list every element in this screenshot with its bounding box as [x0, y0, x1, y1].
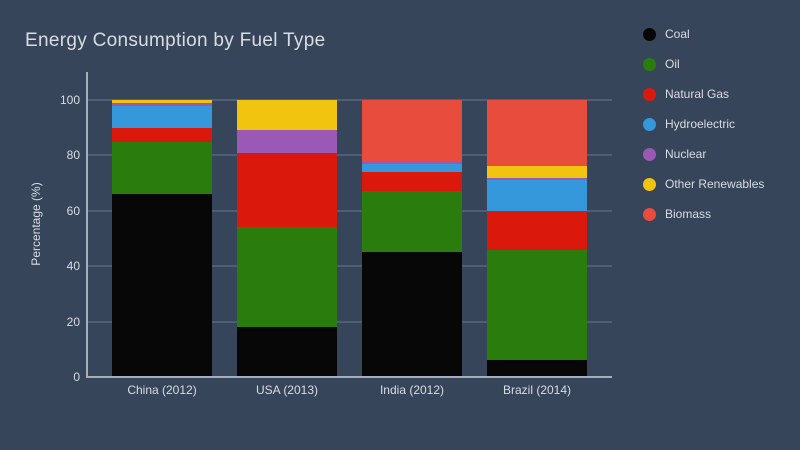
legend-item-other-renewables[interactable]: Other Renewables: [643, 169, 764, 199]
legend-marker-icon: [643, 117, 656, 131]
y-tick-label: 60: [66, 203, 80, 218]
y-tick-label: 100: [59, 93, 80, 107]
legend-item-natural-gas[interactable]: Natural Gas: [643, 79, 764, 109]
y-tick-label: 80: [66, 148, 80, 163]
legend-marker-icon: [643, 87, 656, 101]
y-axis-label: Percentage (%): [29, 182, 43, 266]
bar-segment-hydroelectric[interactable]: [112, 105, 212, 128]
y-tick-label: 0: [73, 370, 80, 384]
bar-segment-coal[interactable]: [237, 327, 337, 377]
x-axis-line: [86, 376, 612, 378]
bar-segment-other-renewables[interactable]: [112, 100, 212, 103]
legend-label: Hydroelectric: [665, 117, 736, 131]
bar-segment-nuclear[interactable]: [487, 177, 587, 181]
bar-segment-natural-gas[interactable]: [362, 172, 462, 192]
bar-segment-other-renewables[interactable]: [487, 166, 587, 178]
legend-item-oil[interactable]: Oil: [643, 49, 764, 79]
bar-segment-coal[interactable]: [112, 194, 212, 377]
y-tick-label: 40: [66, 259, 80, 274]
x-axis-label: USA (2013): [255, 383, 319, 397]
bar-segment-natural-gas[interactable]: [237, 152, 337, 228]
gridline: [87, 154, 612, 157]
legend-label: Coal: [665, 27, 690, 41]
bar-segment-biomass[interactable]: [362, 100, 462, 161]
legend-marker-icon: [643, 27, 656, 41]
legend: Coal Oil Natural Gas Hydroelectric Nuclear Ot…: [643, 19, 764, 229]
legend-marker-icon: [643, 177, 656, 191]
legend-marker-icon: [643, 57, 656, 71]
gridline: [87, 320, 612, 323]
gridline: [87, 99, 612, 101]
legend-label: Nuclear: [665, 147, 707, 161]
y-tick-label: 20: [66, 314, 80, 329]
bar-segment-oil[interactable]: [362, 191, 462, 253]
legend-label: Biomass: [665, 207, 712, 221]
chart-title: Energy Consumption by Fuel Type: [25, 30, 326, 51]
bar-segment-oil[interactable]: [112, 141, 212, 195]
legend-label: Other Renewables: [665, 177, 765, 191]
bar-segment-other-renewables[interactable]: [237, 100, 337, 131]
x-axis-label: India (2012): [379, 383, 445, 397]
x-axis-label: Brazil (2014): [502, 383, 572, 397]
bar-segment-biomass[interactable]: [487, 100, 587, 167]
bar-segment-nuclear[interactable]: [237, 130, 337, 153]
gridline: [87, 265, 612, 268]
bar-segment-coal[interactable]: [487, 360, 587, 377]
bar-segment-natural-gas[interactable]: [112, 127, 212, 142]
legend-label: Oil: [665, 57, 680, 71]
bar-segment-hydroelectric[interactable]: [362, 163, 462, 172]
bar-segment-natural-gas[interactable]: [487, 210, 587, 250]
gridline: [87, 209, 612, 212]
legend-item-biomass[interactable]: Biomass: [643, 199, 764, 229]
bar-segment-oil[interactable]: [487, 249, 587, 361]
bar-segment-hydroelectric[interactable]: [487, 180, 587, 211]
x-axis-label: China (2012): [127, 383, 197, 397]
legend-marker-icon: [643, 207, 656, 221]
y-axis-line: [86, 72, 88, 378]
bar-segment-nuclear[interactable]: [112, 102, 212, 106]
bar-segment-coal[interactable]: [362, 252, 462, 377]
bar-segment-oil[interactable]: [237, 227, 337, 328]
legend-item-hydroelectric[interactable]: Hydroelectric: [643, 109, 764, 139]
legend-item-coal[interactable]: Coal: [643, 19, 764, 49]
legend-marker-icon: [643, 147, 656, 161]
legend-item-nuclear[interactable]: Nuclear: [643, 139, 764, 169]
legend-label: Natural Gas: [665, 87, 730, 101]
bar-segment-nuclear[interactable]: [362, 160, 462, 164]
